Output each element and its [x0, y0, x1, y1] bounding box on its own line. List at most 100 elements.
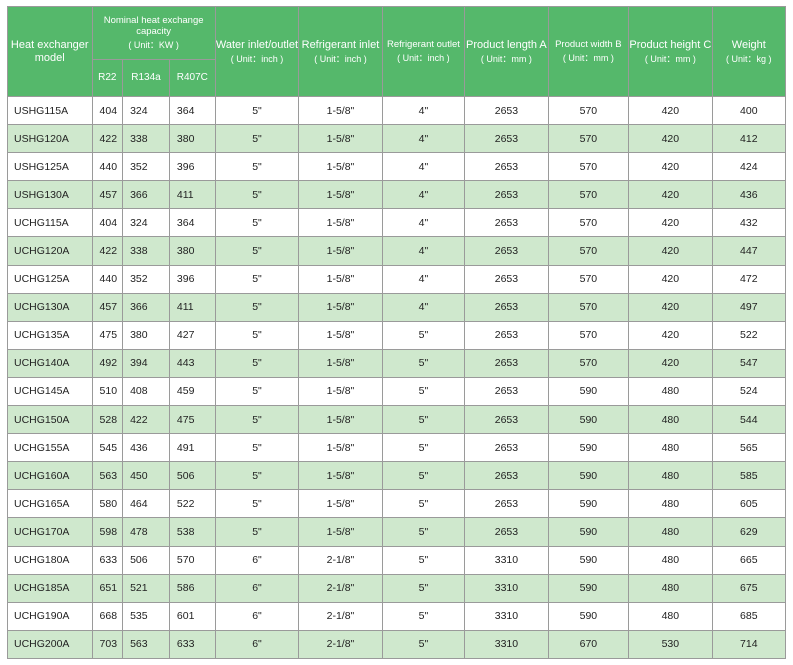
cell-length: 2653 [464, 236, 549, 266]
cell-height: 480 [628, 405, 713, 435]
cell-height: 480 [628, 517, 713, 547]
table-row: UCHG140A 492 394 443 5" 1-5/8" 5" 2653 570 420 547 [7, 348, 787, 378]
cell-water: 5" [214, 489, 300, 519]
cell-model: USHG130A [7, 180, 93, 210]
cell-width: 590 [547, 573, 630, 603]
cell-refrigerant-inlet: 2-1/8" [298, 545, 383, 575]
table-row: UCHG155A 545 436 491 5" 1-5/8" 5" 2653 590 480 565 [7, 433, 787, 463]
cell-r407c: 396 [168, 152, 216, 182]
cell-r134a: 324 [122, 208, 170, 238]
cell-refrigerant-outlet: 4" [381, 180, 466, 210]
cell-length: 2653 [464, 405, 549, 435]
cell-r134a: 535 [122, 601, 170, 631]
header-weight: Weight ( Unit：kg ) [711, 6, 787, 97]
cell-model: USHG125A [7, 152, 93, 182]
cell-r407c: 459 [168, 376, 216, 407]
cell-model: UCHG130A [7, 292, 93, 322]
cell-water: 5" [214, 433, 300, 463]
cell-model: USHG120A [7, 124, 93, 154]
cell-refrigerant-inlet: 1-5/8" [298, 517, 383, 547]
cell-r134a: 338 [122, 124, 170, 154]
cell-height: 480 [628, 461, 713, 491]
cell-refrigerant-inlet: 1-5/8" [298, 95, 383, 126]
cell-water: 5" [214, 348, 300, 378]
cell-model: UCHG155A [7, 433, 93, 463]
header-refrigerant-inlet: Refrigerant inlet ( Unit：inch ) [298, 6, 383, 97]
cell-r22: 422 [91, 124, 124, 154]
cell-r22: 440 [91, 264, 124, 294]
cell-r22: 668 [91, 601, 124, 631]
cell-length: 2653 [464, 489, 549, 519]
cell-width: 590 [547, 461, 630, 491]
cell-length: 2653 [464, 152, 549, 182]
cell-weight: 497 [711, 292, 787, 322]
cell-refrigerant-outlet: 5" [381, 320, 466, 350]
table-row: UCHG190A 668 535 601 6" 2-1/8" 5" 3310 590 480 685 [7, 601, 787, 631]
cell-water: 5" [214, 320, 300, 350]
cell-water: 5" [214, 292, 300, 322]
cell-height: 420 [628, 124, 713, 154]
cell-model: UCHG160A [7, 461, 93, 491]
cell-weight: 524 [711, 376, 787, 407]
cell-r407c: 380 [168, 124, 216, 154]
table-row: UCHG170A 598 478 538 5" 1-5/8" 5" 2653 590 480 629 [7, 517, 787, 547]
cell-r134a: 464 [122, 489, 170, 519]
cell-r22: 633 [91, 545, 124, 575]
cell-refrigerant-outlet: 5" [381, 348, 466, 378]
table-row: UCHG135A 475 380 427 5" 1-5/8" 5" 2653 570 420 522 [7, 320, 787, 350]
cell-water: 5" [214, 124, 300, 154]
header-model: Heat exchanger model [7, 6, 93, 97]
cell-r134a: 366 [122, 180, 170, 210]
cell-refrigerant-inlet: 1-5/8" [298, 292, 383, 322]
cell-r22: 404 [91, 208, 124, 238]
cell-r407c: 570 [168, 545, 216, 575]
cell-water: 5" [214, 461, 300, 491]
cell-refrigerant-inlet: 1-5/8" [298, 236, 383, 266]
cell-r407c: 601 [168, 601, 216, 631]
cell-height: 420 [628, 348, 713, 378]
cell-refrigerant-outlet: 4" [381, 264, 466, 294]
cell-r407c: 364 [168, 208, 216, 238]
cell-r407c: 522 [168, 489, 216, 519]
cell-refrigerant-inlet: 1-5/8" [298, 320, 383, 350]
cell-r407c: 633 [168, 629, 216, 660]
cell-length: 2653 [464, 124, 549, 154]
table-row: USHG120A 422 338 380 5" 1-5/8" 4" 2653 570 420 412 [7, 124, 787, 154]
cell-r22: 457 [91, 292, 124, 322]
cell-weight: 436 [711, 180, 787, 210]
cell-refrigerant-inlet: 2-1/8" [298, 601, 383, 631]
cell-r407c: 443 [168, 348, 216, 378]
cell-r134a: 563 [122, 629, 170, 660]
cell-r22: 510 [91, 376, 124, 407]
cell-length: 2653 [464, 320, 549, 350]
cell-water: 5" [214, 517, 300, 547]
cell-water: 6" [214, 573, 300, 603]
cell-height: 480 [628, 573, 713, 603]
cell-weight: 685 [711, 601, 787, 631]
cell-r134a: 324 [122, 95, 170, 126]
cell-r134a: 352 [122, 152, 170, 182]
cell-model: USHG115A [7, 95, 93, 126]
header-refrigerant-outlet: Refrigerant outlet ( Unit：inch ) [381, 6, 466, 97]
cell-height: 420 [628, 208, 713, 238]
cell-water: 5" [214, 152, 300, 182]
cell-width: 570 [547, 292, 630, 322]
cell-weight: 544 [711, 405, 787, 435]
cell-width: 590 [547, 489, 630, 519]
cell-height: 420 [628, 292, 713, 322]
cell-refrigerant-inlet: 1-5/8" [298, 461, 383, 491]
cell-r134a: 422 [122, 405, 170, 435]
cell-r407c: 506 [168, 461, 216, 491]
cell-width: 570 [547, 236, 630, 266]
header-r22: R22 [91, 59, 124, 97]
cell-refrigerant-inlet: 1-5/8" [298, 208, 383, 238]
cell-r134a: 380 [122, 320, 170, 350]
cell-r407c: 364 [168, 95, 216, 126]
cell-weight: 605 [711, 489, 787, 519]
table-row: UCHG145A 510 408 459 5" 1-5/8" 5" 2653 590 480 524 [7, 376, 787, 407]
cell-length: 3310 [464, 629, 549, 660]
cell-water: 5" [214, 376, 300, 407]
cell-weight: 400 [711, 95, 787, 126]
header-r134a: R134a [122, 59, 170, 97]
cell-r22: 528 [91, 405, 124, 435]
